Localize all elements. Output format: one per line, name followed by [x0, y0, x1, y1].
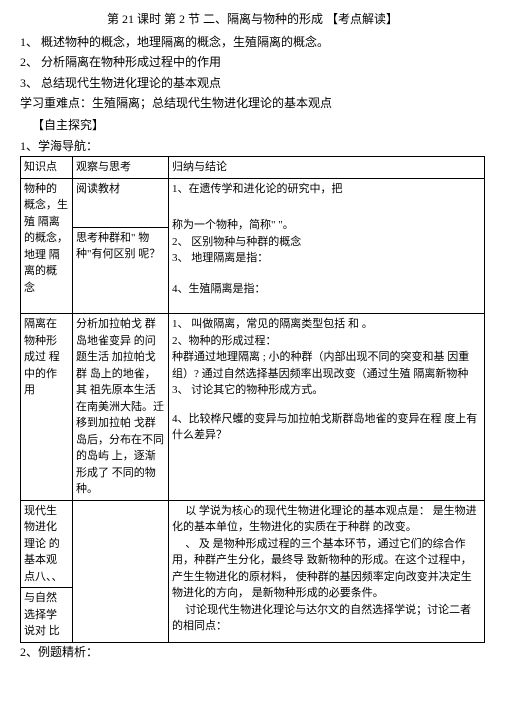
- r1-c3c: 3、 地理隔离是指：: [172, 250, 481, 267]
- r2-c2: 分析加拉帕戈 群岛地雀变异 的问题生活 加拉帕戈群 岛上的地雀，其 祖先原本生活…: [73, 314, 169, 501]
- r2-c3d: 4、比较桦尺蠖的变异与加拉帕戈斯群岛地雀的变异在程 度上有什么差异？: [172, 411, 481, 444]
- r1-c2b: 思考种群和" 物种"有何区别 呢？: [73, 227, 169, 314]
- table-row: 现代生 物进化 理论 的 基本观 点八、、 以 学说为核心的现代生物进化理论的基…: [21, 500, 485, 588]
- r2-c3: 1、 叫做隔离，常见的隔离类型包括 和 。 2、物种的形成过程： 种群通过地理隔…: [169, 314, 485, 501]
- r1-c1: 物种的 概念，生 殖 隔离 的概念， 地理 隔 离的概 念: [21, 178, 73, 314]
- r3-c3c: 讨论现代生物进化理论与达尔文的自然选择学说；讨论二者的相同点：: [172, 602, 481, 635]
- table-row: 物种的 概念，生 殖 隔离 的概念， 地理 隔 离的概 念 阅读教材 1、在遗传…: [21, 178, 485, 227]
- r3-c1b: 与自然 选择学 说对 比: [21, 588, 73, 643]
- r1-c3-top: 1、在遗传学和进化论的研究中，把: [172, 181, 481, 198]
- page-title: 第 21 课时 第 2 节 二、隔离与物种的形成 【考点解读】: [20, 10, 485, 29]
- r2-c1: 隔离在 物种形 成过 程 中的作 用: [21, 314, 73, 501]
- point-3: 3、 总结现代生物进化理论的基本观点: [20, 74, 485, 93]
- r1-c2a: 阅读教材: [73, 178, 169, 227]
- th-1: 知识点: [21, 157, 73, 179]
- r3-c1a: 现代生 物进化 理论 的 基本观 点八、、: [21, 500, 73, 588]
- r2-c3b: 2、物种的形成过程：: [172, 333, 481, 350]
- r2-c3c: 种群通过地理隔离 ; 小的种群（内部出现不同的突变和基 因重组）? 通过自然选择…: [172, 349, 481, 399]
- r1-c3a: 称为一个物种，简称" "。: [172, 217, 481, 234]
- table-header-row: 知识点 观察与思考 归纳与结论: [21, 157, 485, 179]
- difficulty-line: 学习重难点：生殖隔离；总结现代生物进化理论的基本观点: [20, 94, 485, 113]
- r3-c2: [73, 500, 169, 642]
- r3-c3b: 、 及 是物种形成过程的三个基本环节，通过它们的综合作用，种群产生分化，最终导 …: [172, 536, 481, 602]
- inquiry-label: 【自主探究】: [32, 116, 485, 135]
- table-row: 隔离在 物种形 成过 程 中的作 用 分析加拉帕戈 群岛地雀变异 的问题生活 加…: [21, 314, 485, 501]
- r2-c3a: 1、 叫做隔离，常见的隔离类型包括 和 。: [172, 316, 481, 333]
- th-3: 归纳与结论: [169, 157, 485, 179]
- point-2: 2、 分析隔离在物种形成过程中的作用: [20, 53, 485, 72]
- r1-c3d: 4、生殖隔离是指：: [172, 281, 481, 298]
- r3-c3a: 以 学说为核心的现代生物进化理论的基本观点是： 是生物进化的基本单位，生物进化的…: [172, 503, 481, 536]
- navigation-label: 1、学海导航：: [20, 137, 485, 156]
- r3-c3: 以 学说为核心的现代生物进化理论的基本观点是： 是生物进化的基本单位，生物进化的…: [169, 500, 485, 642]
- r1-c3: 1、在遗传学和进化论的研究中，把 称为一个物种，简称" "。 2、 区别物种与种…: [169, 178, 485, 314]
- footer-label: 2、例题精析：: [20, 643, 485, 662]
- th-2: 观察与思考: [73, 157, 169, 179]
- point-1: 1、 概述物种的概念，地理隔离的概念，生殖隔离的概念。: [20, 33, 485, 52]
- r1-c3b: 2、 区别物种与种群的概念: [172, 234, 481, 251]
- main-table: 知识点 观察与思考 归纳与结论 物种的 概念，生 殖 隔离 的概念， 地理 隔 …: [20, 156, 485, 643]
